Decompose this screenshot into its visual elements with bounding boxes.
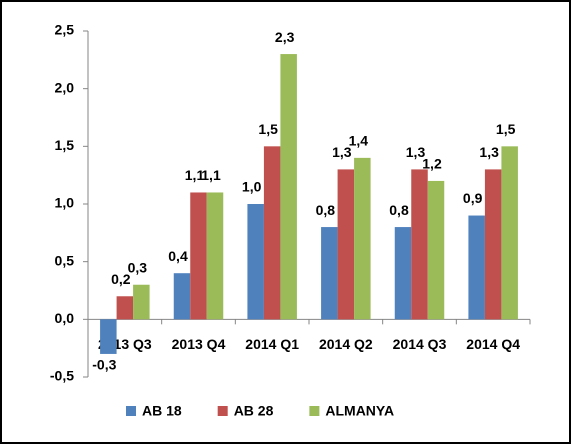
bar xyxy=(263,146,281,320)
bar xyxy=(468,215,485,320)
bar xyxy=(337,169,355,320)
bar xyxy=(354,157,371,320)
legend-swatch xyxy=(126,406,136,416)
data-label: 0,9 xyxy=(463,190,483,206)
y-tick-label: 0,5 xyxy=(55,252,75,268)
legend-label: AB 28 xyxy=(234,403,274,419)
bar xyxy=(321,227,338,320)
x-tick-label: 2014 Q4 xyxy=(466,336,520,352)
data-label: 1,5 xyxy=(496,121,516,137)
bar xyxy=(427,180,445,320)
bar xyxy=(133,284,150,320)
bar xyxy=(394,227,412,320)
data-label: 1,0 xyxy=(242,179,262,195)
data-label: 1,3 xyxy=(332,144,352,160)
bar xyxy=(247,204,264,320)
bar xyxy=(190,192,207,320)
bar xyxy=(206,192,224,320)
y-tick-label: 1,0 xyxy=(55,195,75,211)
y-tick-label: 0,0 xyxy=(55,310,75,326)
bar xyxy=(173,273,191,320)
bar xyxy=(411,169,428,320)
data-label: 0,2 xyxy=(111,271,131,287)
bar xyxy=(484,169,502,320)
y-tick-label: 2,0 xyxy=(55,79,75,95)
y-tick-label: 1,5 xyxy=(55,137,75,153)
bar xyxy=(280,54,297,320)
data-label: 0,3 xyxy=(128,259,148,275)
y-tick-label: -0,5 xyxy=(50,368,74,384)
bar xyxy=(116,296,134,320)
legend-label: AB 18 xyxy=(142,403,182,419)
data-label: 1,2 xyxy=(422,156,442,172)
data-label: 1,4 xyxy=(349,133,369,149)
data-label: -0,3 xyxy=(92,357,116,373)
data-label: 0,8 xyxy=(316,202,336,218)
bar xyxy=(100,319,117,354)
bar xyxy=(501,146,518,320)
x-tick-label: 2014 Q1 xyxy=(245,336,299,352)
legend-swatch xyxy=(309,406,320,416)
y-tick-label: 2,5 xyxy=(55,22,75,38)
x-tick-label: 2014 Q2 xyxy=(319,336,373,352)
legend-swatch xyxy=(217,406,228,416)
data-label: 0,4 xyxy=(168,248,188,264)
data-label: 0,8 xyxy=(389,202,409,218)
x-tick-label: 2014 Q3 xyxy=(393,336,447,352)
data-label: 1,3 xyxy=(479,144,499,160)
data-label: 1,1 xyxy=(201,167,221,183)
data-label: 1,1 xyxy=(185,167,205,183)
data-label: 1,3 xyxy=(406,144,426,160)
data-label: 2,3 xyxy=(275,29,295,45)
x-tick-label: 2013 Q4 xyxy=(172,336,226,352)
data-label: 1,5 xyxy=(258,121,278,137)
legend-label: ALMANYA xyxy=(325,403,394,419)
